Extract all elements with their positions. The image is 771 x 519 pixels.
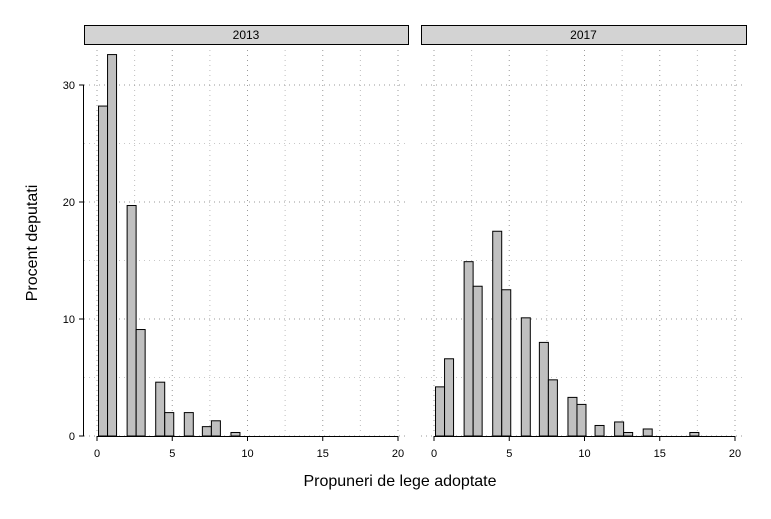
- bar: [567, 396, 578, 437]
- x-tick-label: 15: [317, 448, 329, 460]
- bar: [623, 431, 634, 437]
- bar: [547, 379, 558, 437]
- x-tick-label: 20: [729, 448, 741, 460]
- x-tick-label: 10: [241, 448, 253, 460]
- bar: [689, 431, 700, 437]
- panel-strip: [84, 25, 409, 45]
- bar: [463, 261, 474, 437]
- y-tick-label: 10: [63, 314, 75, 326]
- bar: [210, 420, 221, 437]
- panel-strip: [421, 25, 747, 45]
- x-tick-label: 0: [94, 448, 100, 460]
- bar: [492, 230, 503, 437]
- bar: [183, 412, 194, 437]
- bar: [538, 341, 549, 437]
- y-tick-label: 0: [69, 431, 75, 443]
- bar: [435, 386, 446, 437]
- y-tick-label: 20: [63, 197, 75, 209]
- bar: [472, 285, 483, 437]
- bar: [126, 205, 137, 437]
- bar: [135, 329, 146, 437]
- panel-strip-label: 2017: [570, 28, 597, 42]
- x-tick-label: 0: [431, 448, 437, 460]
- x-tick-label: 15: [654, 448, 666, 460]
- x-tick-label: 20: [392, 448, 404, 460]
- bar: [520, 317, 531, 437]
- bar: [164, 412, 175, 437]
- y-axis-title: Procent deputati: [24, 185, 41, 302]
- y-tick-label: 30: [63, 80, 75, 92]
- x-axis-title: Propuneri de lege adoptate: [303, 473, 496, 490]
- bar: [230, 431, 241, 437]
- bar: [98, 105, 109, 437]
- bar: [614, 421, 625, 437]
- bar: [444, 358, 455, 437]
- bar: [501, 289, 512, 437]
- bar: [201, 426, 212, 437]
- bar: [642, 428, 653, 437]
- x-tick-label: 5: [169, 448, 175, 460]
- bar: [107, 54, 118, 437]
- panel-strip-label: 2013: [233, 28, 260, 42]
- bar: [155, 381, 166, 437]
- x-tick-label: 5: [506, 448, 512, 460]
- bar: [576, 403, 587, 437]
- bar: [594, 424, 605, 437]
- x-tick-label: 10: [578, 448, 590, 460]
